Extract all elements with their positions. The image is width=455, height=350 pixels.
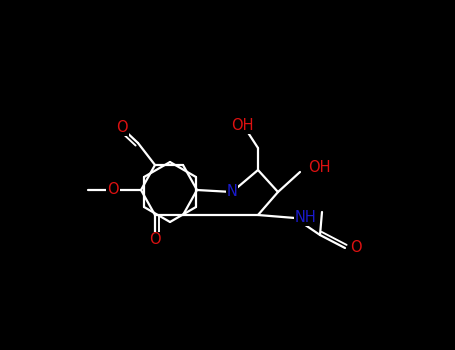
Text: OH: OH — [231, 119, 253, 133]
Text: OH: OH — [308, 161, 330, 175]
Text: N: N — [227, 184, 238, 200]
Text: O: O — [107, 182, 119, 197]
Text: O: O — [350, 240, 362, 256]
Text: O: O — [116, 120, 128, 135]
Text: NH: NH — [295, 210, 317, 225]
Text: O: O — [149, 232, 161, 247]
